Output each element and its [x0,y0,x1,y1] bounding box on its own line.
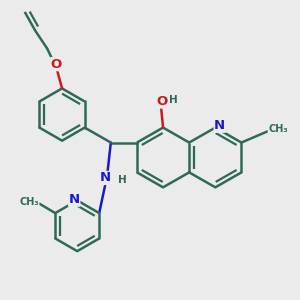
Text: O: O [51,58,62,70]
Text: CH₃: CH₃ [268,124,288,134]
Text: O: O [156,95,168,108]
Text: CH₃: CH₃ [19,197,39,207]
Text: N: N [69,193,80,206]
Text: N: N [214,119,225,132]
Text: H: H [118,175,127,185]
Text: H: H [169,95,178,105]
Text: N: N [100,172,111,184]
